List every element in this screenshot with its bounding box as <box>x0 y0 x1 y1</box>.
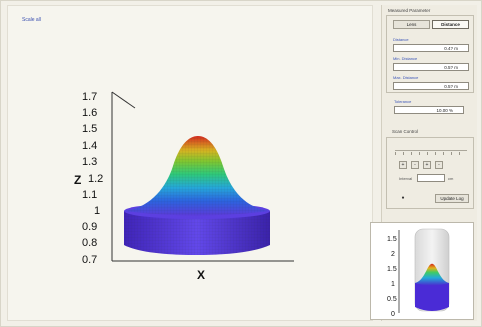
surface-peak <box>124 136 270 216</box>
scan-slider-track[interactable] <box>395 150 467 151</box>
z-tick: 0.9 <box>82 221 97 233</box>
record-icon[interactable]: ● <box>401 195 405 201</box>
scan-step-button-4[interactable]: - <box>435 161 443 169</box>
z-tick: 0.7 <box>82 254 97 266</box>
z-tick: 1.4 <box>82 140 97 152</box>
mini-z-tick: 2 <box>391 251 395 258</box>
mini-z-tick: 1.5 <box>387 236 397 243</box>
3d-surface-plot[interactable]: 1.7 1.6 1.5 1.4 1.3 1.2 1.1 1 0.9 0.8 0.… <box>8 6 374 322</box>
z-axis-top-diagonal <box>111 91 136 109</box>
tolerance-field[interactable]: 10.00 % <box>394 106 464 114</box>
mini-peak <box>415 263 449 286</box>
distance-field[interactable]: 0.4? m <box>393 44 469 52</box>
z-axis-title: Z <box>74 173 81 187</box>
min-distance-label: Min. Distance <box>393 56 418 61</box>
viewport-scale-label[interactable]: Scale all <box>22 17 41 23</box>
scan-control-title: Scan Control <box>392 129 419 134</box>
measured-parameter-group: Lens Distance Distance 0.4? m Min. Dista… <box>386 15 474 93</box>
mini-preview-view[interactable]: 1.5 2 1.5 1 0.5 0 <box>370 222 474 320</box>
interval-unit: cm <box>448 176 454 181</box>
lens-tab[interactable]: Lens <box>393 20 430 29</box>
mini-z-tick-labels: 1.5 2 1.5 1 0.5 0 <box>387 236 397 318</box>
scan-control-group: + - + - Interval cm ● Update Log <box>386 137 474 209</box>
mini-z-tick: 1.5 <box>387 266 397 273</box>
mini-z-tick: 0.5 <box>387 296 397 303</box>
measured-parameter-title: Measured Parameter <box>388 8 431 13</box>
z-tick: 1.5 <box>82 123 97 135</box>
tolerance-label: Tolerance <box>394 99 412 104</box>
mini-base <box>415 283 449 311</box>
z-tick: 1 <box>94 205 100 217</box>
interval-field[interactable] <box>417 174 445 182</box>
max-distance-field[interactable]: 0.5? m <box>393 82 469 90</box>
scan-step-button-1[interactable]: + <box>399 161 407 169</box>
z-tick: 1.7 <box>82 91 97 103</box>
scan-step-button-3[interactable]: + <box>423 161 431 169</box>
mini-z-tick: 0 <box>391 311 395 318</box>
min-distance-field[interactable]: 0.5? m <box>393 63 469 71</box>
distance-tab[interactable]: Distance <box>432 20 469 29</box>
mini-preview-plot: 1.5 2 1.5 1 0.5 0 <box>387 228 450 318</box>
max-distance-label: Max. Distance <box>393 75 419 80</box>
z-tick: 1.2 <box>88 173 103 185</box>
z-tick: 0.8 <box>82 237 97 249</box>
scan-step-button-2[interactable]: - <box>411 161 419 169</box>
z-tick: 1.1 <box>82 189 97 201</box>
z-tick: 1.6 <box>82 107 97 119</box>
z-tick: 1.3 <box>82 156 97 168</box>
3d-viewport[interactable]: Scale all <box>7 5 373 321</box>
z-tick-labels: 1.7 1.6 1.5 1.4 1.3 1.2 1.1 1 0.9 0.8 0.… <box>82 91 103 266</box>
interval-label: Interval <box>399 176 413 181</box>
distance-label: Distance <box>393 37 409 42</box>
scan-slider-ticks <box>395 152 467 155</box>
update-log-button[interactable]: Update Log <box>435 194 469 203</box>
x-axis-title: X <box>197 268 205 282</box>
mini-z-tick: 1 <box>391 281 395 288</box>
